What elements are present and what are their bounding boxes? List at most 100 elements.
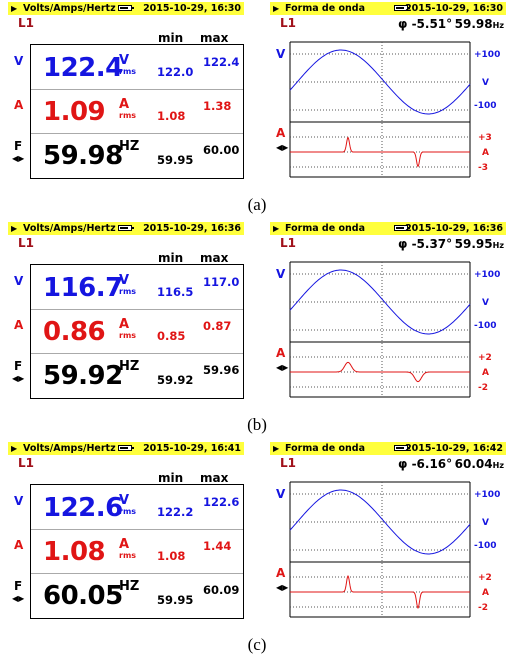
frequency-readout: 59.95Hz bbox=[454, 237, 504, 251]
voltage-waveform bbox=[289, 49, 471, 115]
current-tick-bottom: -2 bbox=[478, 603, 488, 613]
battery-icon bbox=[394, 225, 410, 231]
frequency-row-label: F bbox=[14, 579, 23, 593]
waveform-header: ▶ Forma de onda 2015-10-29, 16:30 bbox=[270, 2, 506, 15]
voltage-value: 122.6 bbox=[43, 493, 123, 523]
left-right-arrows-icon: ◀▶ bbox=[276, 143, 289, 152]
battery-icon bbox=[118, 225, 134, 231]
current-min: 1.08 bbox=[157, 549, 186, 563]
current-row-label: A bbox=[14, 318, 24, 332]
voltage-tick-bottom: -100 bbox=[474, 101, 497, 111]
current-tick-unit: A bbox=[482, 588, 489, 598]
waveform-panel: ▶ Forma de onda 2015-10-29, 16:42 L1 φ -… bbox=[270, 442, 506, 622]
current-tick-top: +2 bbox=[478, 573, 492, 583]
waveform-title: Forma de onda bbox=[285, 223, 365, 234]
voltage-tick-bottom: -100 bbox=[474, 321, 497, 331]
waveform-header: ▶ Forma de onda 2015-10-29, 16:42 bbox=[270, 442, 506, 455]
voltage-tick-top: +100 bbox=[474, 270, 500, 280]
voltage-value: 116.7 bbox=[43, 273, 123, 303]
current-max: 1.38 bbox=[203, 99, 232, 113]
current-max: 1.44 bbox=[203, 539, 232, 553]
voltage-max: 122.4 bbox=[203, 55, 240, 69]
frequency-readout: 60.04Hz bbox=[454, 457, 504, 471]
left-right-arrows-icon: ◀▶ bbox=[12, 594, 25, 603]
frequency-row-label: F bbox=[14, 359, 23, 373]
figure-caption: (a) bbox=[247, 195, 267, 214]
phase-label: L1 bbox=[18, 236, 34, 250]
phase-angle: φ -5.51° bbox=[398, 17, 453, 31]
battery-icon bbox=[394, 5, 410, 11]
frequency-unit: HZ bbox=[119, 579, 140, 594]
max-column-header: max bbox=[200, 471, 229, 485]
min-column-header: min bbox=[158, 31, 184, 45]
voltage-tick-top: +100 bbox=[474, 490, 500, 500]
max-column-header: max bbox=[200, 251, 229, 265]
voltage-min: 116.5 bbox=[157, 285, 194, 299]
current-waveform bbox=[290, 361, 470, 383]
phase-label: L1 bbox=[280, 236, 296, 250]
meter-datetime: 2015-10-29, 16:30 bbox=[143, 3, 241, 14]
frequency-max: 60.00 bbox=[203, 143, 240, 157]
frequency-unit: HZ bbox=[119, 139, 140, 154]
meter-header: ▶ Volts/Amps/Hertz 2015-10-29, 16:36 bbox=[8, 222, 244, 235]
frequency-min: 59.95 bbox=[157, 153, 194, 167]
voltage-waveform bbox=[289, 489, 471, 555]
phase-label: L1 bbox=[18, 16, 34, 30]
meter-title: Volts/Amps/Hertz bbox=[23, 443, 116, 454]
voltage-tick-bottom: -100 bbox=[474, 541, 497, 551]
figure-caption: (c) bbox=[247, 635, 267, 654]
current-value: 1.08 bbox=[43, 537, 106, 567]
meter-title: Volts/Amps/Hertz bbox=[23, 223, 116, 234]
frequency-row: 59.98 HZ 59.95 60.00 bbox=[31, 133, 243, 177]
meter-panel: ▶ Volts/Amps/Hertz 2015-10-29, 16:30 L1 … bbox=[8, 2, 244, 182]
voltage-max: 117.0 bbox=[203, 275, 240, 289]
voltage-tick-unit: V bbox=[482, 518, 489, 528]
current-tick-top: +3 bbox=[478, 133, 492, 143]
current-trace-label: A bbox=[276, 566, 286, 580]
waveform-panel: ▶ Forma de onda 2015-10-29, 16:30 L1 φ -… bbox=[270, 2, 506, 182]
meter-datetime: 2015-10-29, 16:36 bbox=[143, 223, 241, 234]
current-min: 0.85 bbox=[157, 329, 186, 343]
voltage-row-label: V bbox=[14, 274, 24, 288]
voltage-waveform bbox=[289, 269, 471, 335]
phase-label: L1 bbox=[18, 456, 34, 470]
frequency-max: 60.09 bbox=[203, 583, 240, 597]
battery-icon bbox=[394, 445, 410, 451]
frequency-value: 59.98 bbox=[43, 141, 123, 171]
current-value: 0.86 bbox=[43, 317, 106, 347]
voltage-tick-unit: V bbox=[482, 298, 489, 308]
frequency-row: 59.92 HZ 59.92 59.96 bbox=[31, 353, 243, 397]
voltage-trace-label: V bbox=[276, 487, 286, 501]
waveform-title: Forma de onda bbox=[285, 3, 365, 14]
waveform-plot: +100 V -100 +2 A -2 bbox=[289, 481, 500, 618]
waveform-plot: +100 V -100 +3 A -3 bbox=[289, 41, 500, 178]
battery-icon bbox=[118, 5, 134, 11]
phase-angle: φ -6.16° bbox=[398, 457, 453, 471]
waveform-datetime: 2015-10-29, 16:36 bbox=[405, 223, 503, 234]
play-icon: ▶ bbox=[273, 4, 280, 13]
current-value: 1.09 bbox=[43, 97, 106, 127]
frequency-row: 60.05 HZ 59.95 60.09 bbox=[31, 573, 243, 617]
play-icon: ▶ bbox=[11, 444, 18, 453]
left-right-arrows-icon: ◀▶ bbox=[12, 154, 25, 163]
waveform-header: ▶ Forma de onda 2015-10-29, 16:36 bbox=[270, 222, 506, 235]
waveform-datetime: 2015-10-29, 16:30 bbox=[405, 3, 503, 14]
current-waveform bbox=[290, 574, 470, 610]
play-icon: ▶ bbox=[273, 444, 280, 453]
min-column-header: min bbox=[158, 471, 184, 485]
meter-header: ▶ Volts/Amps/Hertz 2015-10-29, 16:30 bbox=[8, 2, 244, 15]
current-waveform bbox=[290, 136, 470, 168]
voltage-row-label: V bbox=[14, 54, 24, 68]
phase-label: L1 bbox=[280, 16, 296, 30]
current-row-label: A bbox=[14, 98, 24, 112]
